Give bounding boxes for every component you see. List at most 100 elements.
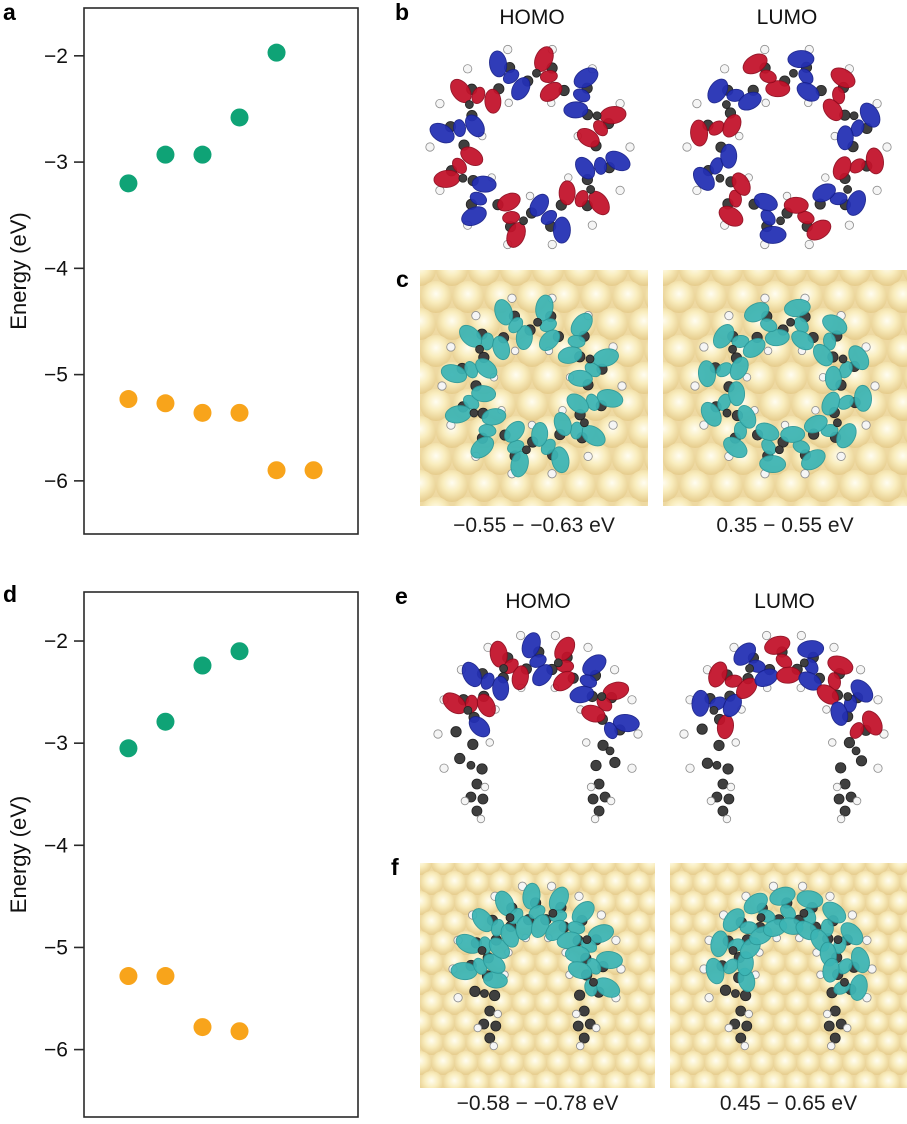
panel-c-lumo-surface-image: [663, 270, 907, 506]
orbital-lobe: [829, 192, 848, 206]
hydrogen-atom: [699, 342, 709, 352]
carbon-atom: [728, 946, 738, 955]
orbital-lobe: [744, 302, 770, 323]
orbital-lobe: [551, 446, 570, 474]
carbon-atom: [467, 738, 479, 750]
orbital-lobe: [836, 423, 857, 449]
orbital-lobe: [821, 391, 841, 416]
panel-a-label: a: [3, 0, 16, 25]
hydrogen-atom: [476, 814, 486, 824]
hydrogen-atom: [608, 420, 618, 430]
orbital-lobe: [837, 394, 854, 410]
orbital-lobe: [769, 886, 796, 906]
carbon-atom: [735, 1005, 747, 1017]
orbital-lobe: [827, 655, 854, 675]
hydrogen-atom: [583, 642, 593, 652]
orbital-lobe: [489, 50, 508, 78]
orbital-lobe: [832, 156, 852, 180]
orbital-lobe: [753, 192, 778, 212]
orbital-lobe: [846, 190, 866, 216]
carbon-atom: [593, 778, 605, 790]
carbon-atom: [799, 658, 809, 668]
panel-e-lumo-label: LUMO: [754, 590, 815, 613]
orbital-lobe: [502, 211, 521, 225]
hydrogen-atom: [731, 738, 740, 747]
carbon-atom: [721, 100, 731, 109]
hydrogen-atom: [847, 910, 857, 920]
orbital-lobe: [765, 80, 791, 98]
orbital-lobe: [567, 369, 593, 387]
orbital-lobe: [761, 438, 777, 455]
orbital-lobe: [759, 455, 787, 473]
panel-e-label: e: [395, 583, 408, 609]
orbital-lobe: [515, 325, 533, 351]
carbon-atom: [849, 111, 859, 121]
orbital-lobe: [452, 157, 467, 175]
hydrogen-atom: [439, 763, 449, 773]
hydrogen-atom: [760, 44, 770, 55]
orbital-lobe: [558, 180, 576, 206]
carbon-atom: [587, 793, 599, 805]
orbital-lobe: [492, 675, 510, 701]
orbital-lobe: [481, 408, 507, 426]
carbon-atom: [609, 756, 621, 769]
carbon-atom: [471, 778, 483, 790]
orbital-lobe: [707, 78, 729, 104]
data-point-lumo: [267, 43, 286, 62]
orbital-lobe: [429, 122, 455, 144]
hydrogen-atom: [699, 420, 709, 430]
orbital-lobe: [569, 685, 595, 704]
hydrogen-atom: [615, 185, 625, 195]
carbon-atom: [469, 985, 481, 997]
orbital-lobe: [850, 679, 874, 703]
orbital-lobe: [859, 102, 881, 128]
orbital-lobe: [724, 674, 743, 688]
carbon-atom: [741, 1020, 753, 1032]
orbital-lobe: [692, 166, 715, 191]
orbital-lobe: [494, 299, 514, 326]
orbital-lobe: [471, 385, 497, 403]
carbon-atom: [776, 216, 785, 226]
orbital-lobe: [502, 69, 520, 84]
hydrogen-atom: [760, 293, 770, 303]
orbital-lobe: [484, 88, 502, 114]
orbital-lobe: [726, 88, 745, 102]
carbon-atom: [499, 664, 508, 673]
data-point-lumo: [193, 656, 212, 675]
orbital-lobe: [806, 219, 832, 241]
hydrogen-atom: [550, 630, 560, 641]
hydrogen-atom: [587, 220, 597, 230]
hydrogen-atom: [471, 311, 481, 321]
hydrogen-atom: [504, 98, 513, 108]
orbital-lobe: [576, 127, 600, 148]
orbital-lobe: [797, 640, 825, 659]
hydrogen-atom: [610, 665, 620, 675]
orbital-lobe: [723, 436, 748, 459]
orbital-lobe: [738, 91, 762, 111]
y-axis-label: Energy (eV): [6, 212, 31, 329]
panel-e-lumo-molecule-image: [679, 630, 889, 824]
carbon-atom: [701, 757, 713, 769]
carbon-atom: [533, 317, 542, 327]
y-tick-label: −6: [44, 470, 68, 493]
hydrogen-atom: [836, 451, 846, 461]
hydrogen-atom: [829, 642, 839, 652]
orbital-lobe: [605, 150, 631, 172]
hydrogen-atom: [692, 185, 702, 195]
orbital-lobe: [737, 405, 757, 429]
hydrogen-atom: [586, 782, 596, 792]
orbital-lobe: [837, 958, 853, 975]
carbon-atom: [488, 989, 501, 1002]
carbon-atom: [477, 793, 489, 805]
carbon-atom: [775, 445, 784, 455]
orbital-lobe: [717, 393, 732, 411]
panel-b-lumo-molecule-image: [682, 44, 892, 250]
hydrogen-atom: [724, 1023, 733, 1033]
orbital-lobe: [728, 189, 742, 208]
hydrogen-atom: [574, 891, 584, 901]
hydrogen-atom: [493, 1009, 502, 1019]
data-point-homo: [267, 461, 286, 480]
hydrogen-atom: [843, 1023, 852, 1033]
hydrogen-atom: [489, 1041, 498, 1051]
panel-a-energy-chart: −2 −3 −4 −5 −6 Energy (eV): [6, 7, 359, 535]
